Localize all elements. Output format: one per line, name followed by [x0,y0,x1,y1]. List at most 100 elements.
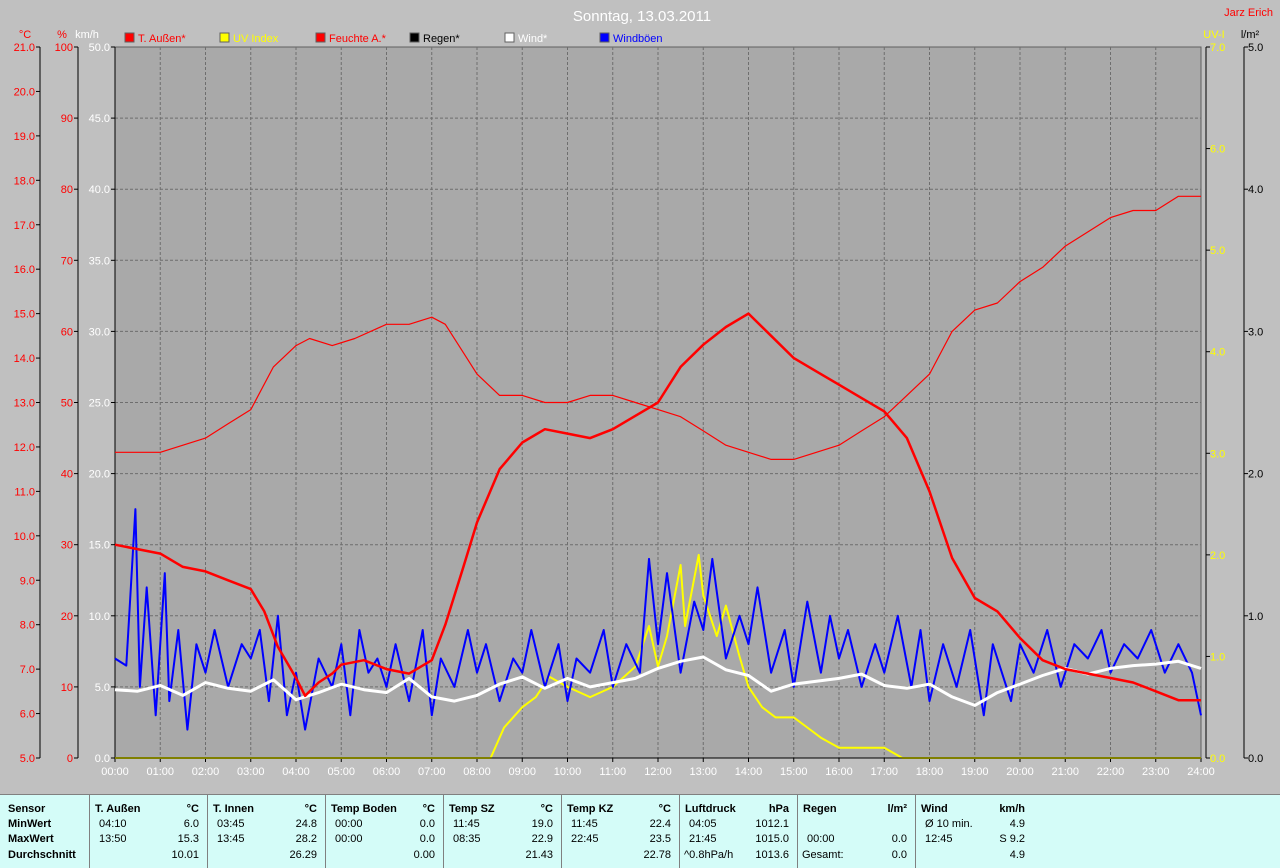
rain-tick-label: 5.0 [1248,42,1263,54]
stats-max-value: 1015.0 [755,833,789,845]
stats-min-value: 6.0 [183,818,199,830]
stats-max-value: 0.0 [419,833,435,845]
rain-tick-label: 4.0 [1248,184,1263,196]
uv-tick-label: 7.0 [1210,42,1225,54]
hum-tick-label: 80 [61,184,73,196]
x-tick-label: 12:00 [644,766,672,778]
stats-min-time: 03:45 [217,818,245,830]
left-unit-label: °C [19,29,31,41]
stats-section-unit: °C [304,803,317,815]
legend-item: T. Außen* [124,32,186,45]
temp-tick-label: 16.0 [14,264,35,276]
wind-tick-label: 50.0 [89,42,110,54]
wind-tick-label: 40.0 [89,184,110,196]
stats-table: Sensor MinWert MaxWert Durchschnitt T. Außen… [0,794,1280,868]
right-unit-label: l/m² [1241,29,1260,41]
series-line [114,655,1202,707]
wind-tick-label: 30.0 [89,326,110,338]
uv-tick-label: 6.0 [1210,144,1225,156]
stats-separator [325,795,326,868]
legend-swatch [219,32,230,43]
temp-tick-label: 21.0 [14,42,35,54]
stats-avg-value: 4.9 [1009,849,1025,861]
uv-tick-label: 0.0 [1210,753,1225,765]
axis-units: °C% km/h UV-I l/m² [19,29,1260,41]
wind-tick-label: 5.0 [95,682,110,694]
legend-label: Feuchte A.* [329,33,387,45]
stats-min-time: 00:00 [335,818,363,830]
stats-avg-value: 1013.6 [755,849,789,861]
uv-tick-label: 1.0 [1210,651,1225,663]
legend-item: UV Index [219,32,279,45]
uv-tick-label: 5.0 [1210,245,1225,257]
stats-separator [89,795,90,868]
stats-min-time: 11:45 [571,818,598,830]
stats-section-unit: hPa [768,803,789,815]
stats-max-time: 08:35 [453,833,481,845]
stats-avg-label: Gesamt: [802,849,844,861]
stats-separator [443,795,444,868]
hum-tick-label: 20 [61,611,73,623]
x-tick-label: 23:00 [1142,766,1170,778]
stats-avg-value: 26.29 [289,849,317,861]
series-line [114,312,1201,702]
stats-max-time: 00:00 [807,833,835,845]
stats-separator [679,795,680,868]
stats-section-unit: °C [658,803,671,815]
x-tick-label: 13:00 [689,766,717,778]
stats-separator [797,795,798,868]
stats-max-time: 13:45 [217,833,245,845]
legend-swatch [315,32,326,43]
x-tick-label: 00:00 [101,766,129,778]
x-tick-label: 24:00 [1187,766,1215,778]
legend-swatch [504,32,515,43]
wind-tick-label: 20.0 [89,469,110,481]
chart-legend: T. Außen* UV Index Feuchte A.* Regen* Wind* W… [124,32,663,45]
stats-max-value: 15.3 [177,833,199,845]
uv-tick-label: 4.0 [1210,347,1225,359]
stats-label-sensor: Sensor [8,803,46,815]
stats-max-value: S 9.2 [999,833,1025,845]
hum-tick-label: 60 [61,326,73,338]
stats-section-unit: l/m² [887,803,907,815]
x-tick-label: 16:00 [825,766,853,778]
left-unit-label: % [57,29,67,41]
x-tick-label: 04:00 [282,766,310,778]
x-tick-label: 21:00 [1051,766,1079,778]
rain-tick-label: 2.0 [1248,469,1263,481]
stats-avg-label: ^0.8hPa/h [684,849,734,861]
stats-section-unit: °C [540,803,553,815]
stats-min-value: 4.9 [1009,818,1025,830]
series-line [115,195,1201,460]
x-tick-label: 14:00 [735,766,763,778]
stats-min-time: Ø 10 min. [925,818,973,830]
stats-section-unit: °C [422,803,435,815]
stats-separator [915,795,916,868]
x-tick-label: 07:00 [418,766,446,778]
chart-title: Sonntag, 13.03.2011 [573,8,711,25]
stats-section-unit: °C [186,803,199,815]
stats-section-name: Regen [803,803,837,815]
temp-tick-label: 15.0 [14,309,35,321]
weather-chart: Sonntag, 13.03.2011 Jarz Erich T. Außen*… [14,7,1273,778]
x-tick-label: 10:00 [554,766,582,778]
x-tick-label: 22:00 [1097,766,1125,778]
stats-label-min: MinWert [8,818,52,830]
stats-section-name: T. Außen [95,803,141,815]
hum-tick-label: 30 [61,540,73,552]
temp-tick-label: 9.0 [20,575,35,587]
stats-section-name: Luftdruck [685,803,736,815]
stats-avg-value: 22.78 [643,849,671,861]
legend-item: Feuchte A.* [315,32,387,45]
stats-avg-value: 0.00 [413,849,435,861]
wind-tick-label: 0.0 [95,753,110,765]
rain-tick-label: 1.0 [1248,611,1263,623]
x-tick-label: 20:00 [1006,766,1034,778]
x-tick-label: 02:00 [192,766,220,778]
wind-tick-label: 15.0 [89,540,110,552]
legend-label: UV Index [233,33,279,45]
stats-section-name: Wind [921,803,948,815]
stats-section-name: Temp Boden [331,803,397,815]
legend-label: Wind* [518,33,548,45]
temp-tick-label: 18.0 [14,175,35,187]
